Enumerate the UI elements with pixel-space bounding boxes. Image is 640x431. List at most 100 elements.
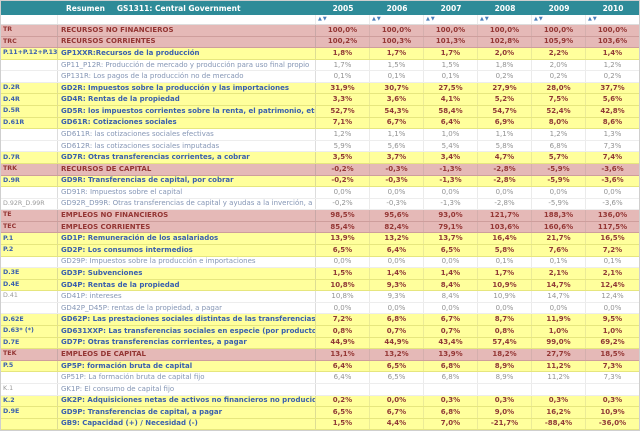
cell-value: 4,4% <box>370 418 424 430</box>
row-label: GD612R: las cotizaciones sociales imputa… <box>58 140 316 152</box>
cell-value: 1,5% <box>370 59 424 71</box>
cell-value: 0,1% <box>586 257 639 268</box>
sort-asc-icon[interactable]: ▲ <box>534 16 538 22</box>
cell-value: 69,2% <box>586 338 639 349</box>
cell-value: 100,0% <box>424 25 478 36</box>
cell-value: 0,1% <box>370 71 424 82</box>
sort-cell-2006: ▲ ▼ <box>370 15 424 24</box>
sort-asc-icon[interactable]: ▲ <box>426 16 430 22</box>
cell-value: 10,9% <box>478 279 532 291</box>
row-label: RECURSOS CORRIENTES <box>58 36 316 48</box>
column-header-2005[interactable]: 2005 <box>332 3 354 13</box>
row-label: RECURSOS NO FINANCIEROS <box>58 25 316 36</box>
header-resumen-label: Resumen <box>66 3 105 13</box>
row-code <box>1 372 58 383</box>
table-row: D.61R GD61R: Cotizaciones sociales 7,1% 6,7… <box>1 117 639 130</box>
row-label: GD3P: Subvenciones <box>58 268 316 279</box>
sort-row: ▲ ▼ ▲ ▼ ▲ ▼ ▲ ▼ ▲ ▼ ▲ ▼ <box>1 15 639 25</box>
cell-value: 100,0% <box>586 25 639 36</box>
cell-value: 103,6% <box>478 221 532 233</box>
cell-value: 1,5% <box>424 59 478 71</box>
table-row: K.2 GK2P: Adquisiciones netas de activos … <box>1 395 639 408</box>
row-label: GP131R: Los pagos de la producción no de… <box>58 71 316 82</box>
cell-value: -88,4% <box>532 418 586 430</box>
cell-value: 37,7% <box>586 83 639 94</box>
cell-value: 28,0% <box>532 82 586 94</box>
sort-asc-icon[interactable]: ▲ <box>372 16 376 22</box>
cell-value: 5,8% <box>478 140 532 152</box>
sort-row-label-spacer <box>58 15 316 24</box>
cell-value: 11,2% <box>532 360 586 372</box>
row-code <box>1 187 58 198</box>
cell-value: 95,6% <box>370 210 424 221</box>
table-row: D.41 GD41P: intereses 10,8% 9,3% 8,4% 10,9% 14… <box>1 291 639 303</box>
table-row: TEC EMPLEOS CORRIENTES 85,4% 82,4% 79,1% 103,… <box>1 221 639 234</box>
row-code: D.61R <box>1 117 58 129</box>
cell-value: 85,4% <box>316 221 370 233</box>
cell-value: 0,0% <box>478 187 532 198</box>
column-header-2010[interactable]: 2010 <box>602 3 624 13</box>
cell-value: 1,4% <box>586 48 639 59</box>
row-label: GP11_P12R: Producción de mercado y produ… <box>58 59 316 71</box>
cell-value: 44,9% <box>370 337 424 349</box>
sort-desc-icon[interactable]: ▼ <box>484 16 489 22</box>
cell-value: 1,0% <box>424 129 478 140</box>
sort-asc-icon[interactable]: ▲ <box>588 16 592 22</box>
sort-desc-icon[interactable]: ▼ <box>376 16 381 22</box>
sort-desc-icon[interactable]: ▼ <box>538 16 543 22</box>
row-label: GD42P_D45P: rentas de la propiedad, a pa… <box>58 302 316 314</box>
cell-value: -5,9% <box>532 163 586 175</box>
table-row: P.1 GD1P: Remuneración de los asalariados… <box>1 233 639 245</box>
cell-value: 6,5% <box>370 372 424 383</box>
cell-value: 0,0% <box>424 187 478 198</box>
table-row: K.1 GK1P: El consumo de capital fijo <box>1 383 639 396</box>
sort-asc-icon[interactable]: ▲ <box>480 16 484 22</box>
column-header-2008[interactable]: 2008 <box>494 3 516 13</box>
cell-value: 6,4% <box>316 360 370 372</box>
row-code: D.4R <box>1 94 58 106</box>
row-label: GD1P: Remuneración de los asalariados <box>58 233 316 244</box>
row-code <box>1 129 58 140</box>
cell-value: 1,8% <box>478 59 532 71</box>
cell-value: 8,7% <box>478 314 532 326</box>
table-row: TRK RECURSOS DE CAPITAL -0,2% -0,3% -1,3% -2,… <box>1 163 639 176</box>
cell-value: 101,3% <box>424 36 478 48</box>
cell-value: 0,3% <box>424 395 478 407</box>
sort-desc-icon[interactable]: ▼ <box>322 16 327 22</box>
sort-desc-icon[interactable]: ▼ <box>592 16 597 22</box>
column-header-2007[interactable]: 2007 <box>440 3 462 13</box>
row-code <box>1 71 58 82</box>
cell-value: 3,6% <box>370 94 424 106</box>
sort-asc-icon[interactable]: ▲ <box>318 16 322 22</box>
cell-value: 2,0% <box>478 48 532 59</box>
table-row: D.3E GD3P: Subvenciones 1,5% 1,4% 1,4% 1,7% 2,… <box>1 268 639 280</box>
cell-value: 1,5% <box>316 418 370 430</box>
cell-value: 13,2% <box>370 349 424 360</box>
table-row: D.7R GD7R: Otras transferencias corriente… <box>1 152 639 164</box>
cell-value: 1,8% <box>316 48 370 59</box>
cell-value: 100,0% <box>316 25 370 36</box>
column-header-2006[interactable]: 2006 <box>386 3 408 13</box>
row-code: K.1 <box>1 383 58 395</box>
table-row: D.62E GD62P: Las prestaciones sociales di… <box>1 314 639 327</box>
cell-value: 12,4% <box>586 291 639 302</box>
sort-cell-2009: ▲ ▼ <box>532 15 586 24</box>
header-title-cell: Resumen GS1311: Central Government <box>58 4 316 13</box>
cell-value: 7,3% <box>586 141 639 152</box>
cell-value: -0,2% <box>316 175 370 187</box>
cell-value: 3,3% <box>316 94 370 106</box>
cell-value: 100,3% <box>370 36 424 48</box>
sort-desc-icon[interactable]: ▼ <box>430 16 435 22</box>
cell-value: 5,4% <box>424 140 478 152</box>
table-body: TR RECURSOS NO FINANCIEROS 100,0% 100,0% 100… <box>1 25 639 430</box>
cell-value: 0,0% <box>532 187 586 198</box>
cell-value: 0,0% <box>424 256 478 268</box>
table-row: GD612R: las cotizaciones sociales imputa… <box>1 140 639 153</box>
cell-value: 8,4% <box>424 279 478 291</box>
cell-value: 6,7% <box>370 407 424 418</box>
cell-value: 6,8% <box>424 372 478 383</box>
row-label: GD631XXP: Las transferencias sociales en… <box>58 326 316 337</box>
cell-value: 6,4% <box>424 117 478 129</box>
table-row: D.9E GD9P: Transferencias de capital, a p… <box>1 407 639 419</box>
column-header-2009[interactable]: 2009 <box>548 3 570 13</box>
